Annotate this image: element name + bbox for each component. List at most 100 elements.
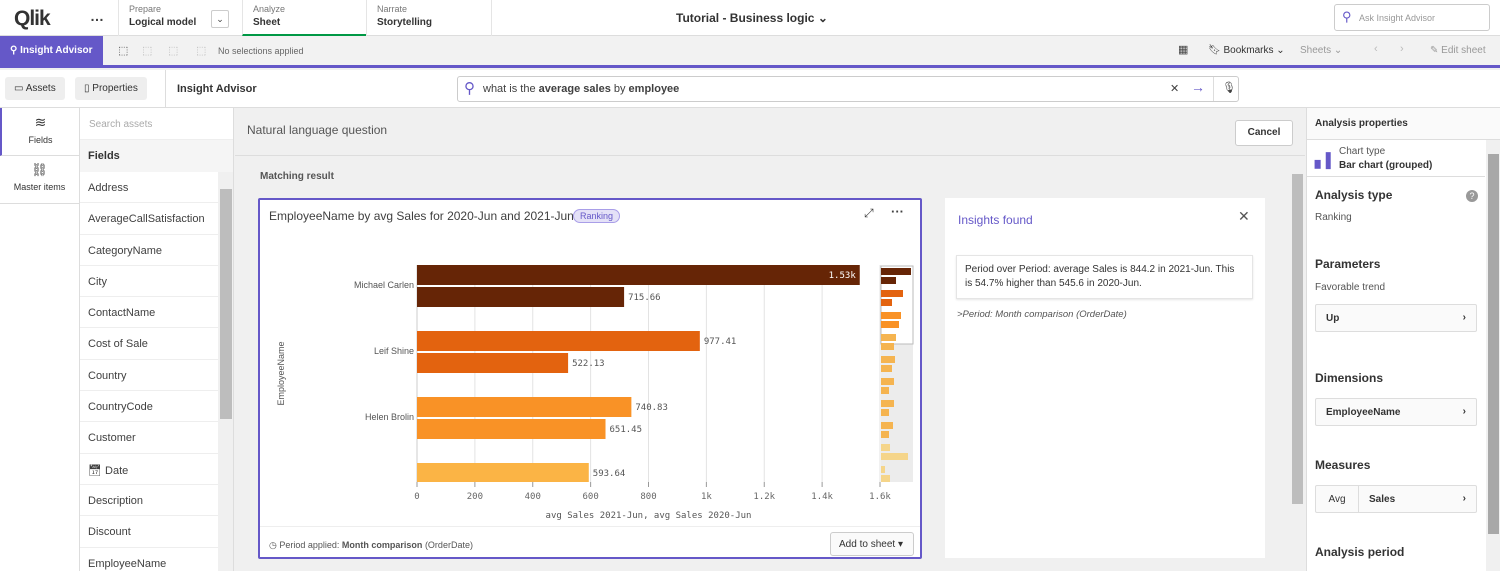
x-tick-label: 600 xyxy=(582,492,598,502)
dimension-item[interactable]: EmployeeName › xyxy=(1315,398,1477,426)
clear-icon[interactable]: ✕ xyxy=(1170,83,1180,95)
more-menu-button[interactable]: … xyxy=(90,8,104,24)
nl-query-input[interactable]: ⚲ what is the average sales by employee … xyxy=(457,76,1239,102)
expand-icon[interactable]: ⤢ xyxy=(864,206,874,220)
scrollbar[interactable] xyxy=(218,172,233,571)
data-label: 715.66 xyxy=(628,293,661,303)
tab-value: Sheet xyxy=(253,17,281,28)
parameters-heading: Parameters xyxy=(1315,257,1381,271)
x-tick-label: 400 xyxy=(525,492,541,502)
data-label: 651.45 xyxy=(610,425,643,435)
mini-bar xyxy=(881,422,893,429)
tab-label: Prepare xyxy=(129,4,162,14)
chart-card[interactable]: EmployeeName by avg Sales for 2020-Jun a… xyxy=(258,198,922,559)
favorable-trend-select[interactable]: Up › xyxy=(1315,304,1477,332)
nav-fields[interactable]: ≋ Fields xyxy=(0,108,79,156)
field-item[interactable]: Address xyxy=(80,172,218,204)
clear-selections-icon[interactable]: ⬚ xyxy=(196,45,207,57)
bookmarks-button[interactable]: 🔖︎ Bookmarks ⌄ xyxy=(1208,45,1285,56)
chart-type-label: Chart type xyxy=(1339,146,1386,157)
field-item[interactable]: CountryCode xyxy=(80,391,218,423)
category-label: Michael Carlen xyxy=(354,280,414,290)
field-item[interactable]: CategoryName xyxy=(80,235,218,266)
field-item[interactable]: Discount xyxy=(80,516,218,548)
favorable-trend-label: Favorable trend xyxy=(1315,282,1386,293)
measure-item[interactable]: Avg Sales › xyxy=(1315,485,1477,513)
field-item[interactable]: Description xyxy=(80,485,218,517)
ranking-badge: Ranking xyxy=(573,209,621,223)
mini-bar xyxy=(881,321,899,328)
field-label: Country xyxy=(88,369,127,382)
more-options-icon[interactable]: ··· xyxy=(891,204,904,219)
ask-insight-advisor-input[interactable]: ⚲ Ask Insight Advisor xyxy=(1334,4,1490,31)
bar-chart-icon: ▖▌ xyxy=(1315,152,1336,168)
field-list: Address AverageCallSatisfaction CategoryNa… xyxy=(80,172,233,571)
bookmark-icon: 🔖︎ xyxy=(1208,45,1224,56)
database-icon: ≋ xyxy=(34,114,47,130)
submit-arrow-icon[interactable]: → xyxy=(1191,79,1205,95)
dimensions-heading: Dimensions xyxy=(1315,371,1384,385)
grid-icon[interactable]: ▦ xyxy=(1178,44,1189,56)
field: (OrderDate) xyxy=(424,540,473,550)
field-item[interactable]: 📅︎ Date xyxy=(80,454,218,485)
tab-label: Narrate xyxy=(377,4,408,14)
tab-value: Logical model xyxy=(129,17,197,28)
field-item[interactable]: Customer xyxy=(80,422,218,454)
scrollbar-thumb[interactable] xyxy=(1488,154,1499,534)
mini-bar xyxy=(881,475,890,482)
field-item[interactable]: Country xyxy=(80,360,218,392)
smart-search-icon[interactable]: ⬚ xyxy=(118,45,129,57)
step-forward-icon[interactable]: ⬚ xyxy=(168,45,179,57)
tab-analyze[interactable]: Analyze Sheet xyxy=(242,0,366,36)
tab-narrate[interactable]: Narrate Storytelling xyxy=(366,0,492,36)
scrollbar[interactable] xyxy=(1290,156,1305,571)
bar xyxy=(417,265,860,285)
tab-prepare[interactable]: Prepare Logical model ⌄ xyxy=(118,0,238,36)
aggregation[interactable]: Avg xyxy=(1316,486,1359,512)
app-title[interactable]: Tutorial - Business logic ⌄ xyxy=(676,11,828,25)
nav-master-items[interactable]: ⛓︎ Master items xyxy=(0,156,79,204)
properties-button[interactable]: ▯ Properties xyxy=(75,77,147,100)
search-assets-input[interactable]: Search assets xyxy=(80,108,233,140)
mini-bar xyxy=(881,365,892,372)
prev-sheet-icon[interactable]: ‹ xyxy=(1374,43,1378,55)
field-label: AverageCallSatisfaction xyxy=(88,213,205,226)
clock-icon: ◷ xyxy=(269,540,280,550)
edit-sheet-button[interactable]: ✎ Edit sheet xyxy=(1430,45,1486,56)
mini-bar xyxy=(881,387,889,394)
divider xyxy=(260,526,920,527)
next-sheet-icon[interactable]: › xyxy=(1400,43,1404,55)
data-label: 740.83 xyxy=(635,403,668,413)
label: Period applied: xyxy=(279,540,340,550)
mini-bar xyxy=(881,378,894,385)
help-icon[interactable]: ? xyxy=(1466,190,1478,202)
x-tick-label: 1k xyxy=(701,492,712,502)
field-item[interactable]: AverageCallSatisfaction xyxy=(80,203,218,235)
cancel-button[interactable]: Cancel xyxy=(1235,120,1293,146)
chevron-down-icon[interactable]: ⌄ xyxy=(211,10,229,28)
microphone-icon[interactable]: 🎙︎ xyxy=(1213,77,1244,101)
scrollbar-thumb[interactable] xyxy=(1292,174,1303,504)
close-icon[interactable]: ✕ xyxy=(1238,208,1250,224)
chart-type-value[interactable]: Bar chart (grouped) xyxy=(1339,160,1433,171)
assets-button[interactable]: ▭ Assets xyxy=(5,77,65,100)
insights-panel: Insights found ✕ Period over Period: ave… xyxy=(945,198,1265,558)
field-item[interactable]: EmployeeName xyxy=(80,548,218,571)
field-item[interactable]: ContactName xyxy=(80,297,218,329)
mini-bar xyxy=(881,400,894,407)
value: Month comparison xyxy=(341,540,423,550)
qlik-logo[interactable]: Qlik xyxy=(14,7,51,31)
step-back-icon[interactable]: ⬚ xyxy=(142,45,153,57)
mini-bar xyxy=(881,312,901,319)
selections-status: No selections applied xyxy=(218,46,304,56)
scrollbar[interactable] xyxy=(1486,140,1500,571)
field-item[interactable]: City xyxy=(80,266,218,298)
bar xyxy=(417,397,632,417)
chevron-right-icon: › xyxy=(1462,493,1466,504)
field-item[interactable]: Cost of Sale xyxy=(80,328,218,360)
label: Edit sheet xyxy=(1441,45,1486,56)
scrollbar-thumb[interactable] xyxy=(220,189,232,419)
add-to-sheet-button[interactable]: Add to sheet ▾ xyxy=(830,532,914,556)
sheets-button[interactable]: Sheets ⌄ xyxy=(1300,45,1343,56)
insight-advisor-button[interactable]: ⚲ Insight Advisor xyxy=(0,36,103,66)
